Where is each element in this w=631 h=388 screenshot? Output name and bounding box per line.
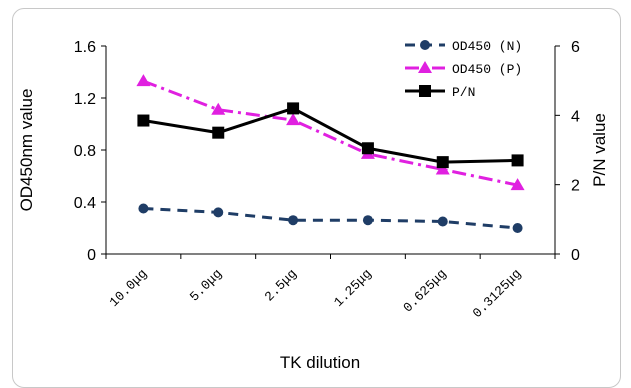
legend-marker (419, 85, 431, 97)
series-line (143, 106, 518, 164)
data-point (361, 142, 374, 155)
series-line (143, 207, 518, 230)
x-tick-label: 2.5μg (262, 266, 300, 304)
data-point (511, 154, 524, 167)
series-layer (136, 74, 525, 233)
data-point (287, 102, 300, 115)
series-2 (137, 102, 524, 169)
right-y-ticks: 0 2 4 6 (555, 39, 580, 264)
y-tick-label: 0.4 (74, 195, 96, 212)
x-tick-label: 5.0μg (187, 266, 225, 304)
data-point (512, 223, 523, 233)
data-point (288, 215, 299, 226)
data-point (437, 216, 448, 227)
series-line (142, 79, 518, 187)
y2-axis-label: P/N value (590, 113, 609, 187)
data-point (213, 207, 224, 218)
data-point (212, 126, 225, 139)
x-tick-label: 1.25μg (331, 266, 375, 310)
line-chart: 0 0.4 0.8 1.2 1.6 0 2 4 6 10.0μg 5.0μg 2.5μg 1.25μ… (17, 39, 609, 372)
legend-label: OD450 (P) (452, 62, 522, 77)
data-point (211, 102, 226, 115)
y2-tick-label: 0 (571, 247, 580, 264)
data-point (136, 74, 151, 87)
y-tick-label: 1.6 (74, 39, 96, 56)
data-point (510, 178, 525, 191)
y-axis-label: OD450nm value (17, 89, 36, 212)
x-tick-label: 0.625μg (400, 266, 449, 315)
x-tick-label: 10.0μg (107, 266, 151, 310)
y2-tick-label: 4 (571, 108, 580, 125)
data-point (435, 162, 450, 175)
data-point (137, 114, 150, 127)
data-point (286, 113, 301, 126)
y2-tick-label: 2 (571, 178, 580, 195)
series-1 (136, 74, 525, 191)
x-tick-label: 0.3125μg (470, 266, 525, 321)
data-point (362, 215, 373, 226)
y-tick-label: 0 (87, 247, 96, 264)
y-tick-label: 1.2 (74, 91, 96, 108)
legend-label: P/N (452, 85, 475, 100)
series-0 (138, 203, 523, 233)
left-y-ticks: 0 0.4 0.8 1.2 1.6 (74, 39, 106, 264)
x-axis-label: TK dilution (280, 353, 360, 372)
x-ticks: 10.0μg 5.0μg 2.5μg 1.25μg 0.625μg 0.3125μg (105, 254, 556, 321)
y-tick-label: 0.8 (74, 143, 96, 160)
legend: OD450 (N) OD450 (P) P/N (405, 39, 522, 100)
data-point (436, 156, 449, 169)
y2-tick-label: 6 (571, 39, 580, 56)
data-point (138, 203, 149, 214)
legend-marker (420, 40, 430, 50)
legend-label: OD450 (N) (452, 39, 522, 54)
axes (105, 46, 556, 255)
legend-marker (418, 61, 432, 73)
